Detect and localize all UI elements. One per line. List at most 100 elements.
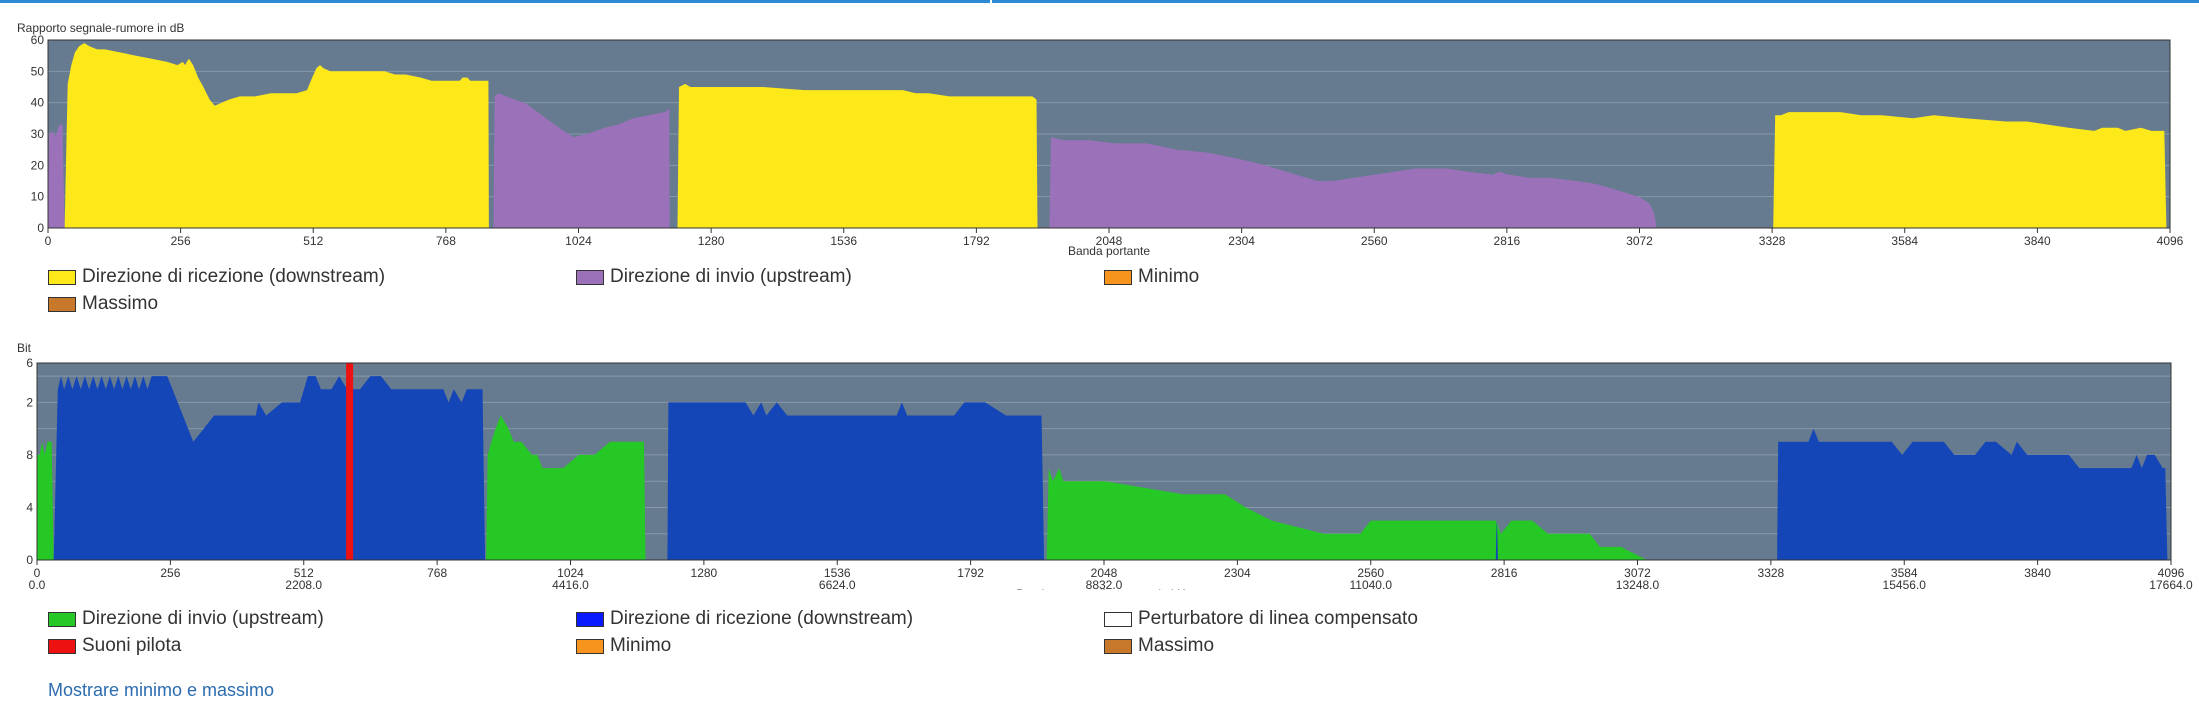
bits-x-tick-label: 2304 bbox=[1224, 566, 1251, 580]
legend-label: Minimo bbox=[610, 635, 672, 656]
legend-item-bits-downstream: Direzione di ricezione (downstream) bbox=[576, 608, 913, 630]
snr-y-tick-label: 60 bbox=[31, 33, 45, 47]
bits-pilot-tones bbox=[346, 363, 354, 560]
snr-y-tick-label: 20 bbox=[31, 158, 45, 172]
snr-x-tick-label: 4096 bbox=[2157, 234, 2184, 248]
snr-x-tick-label: 1536 bbox=[830, 234, 857, 248]
legend-item-bits-pilota: Suoni pilota bbox=[48, 635, 181, 657]
legend-label: Perturbatore di linea compensato bbox=[1138, 608, 1418, 629]
bits-y-tick-label: 6 bbox=[26, 356, 33, 370]
bits-series-b-area bbox=[1777, 428, 2168, 560]
snr-chart: Rapporto segnale-rumore in dB 0 10 20 30 40 5… bbox=[17, 21, 2184, 258]
bits-chart-title: Bit bbox=[17, 341, 32, 355]
legend-swatch bbox=[1104, 638, 1132, 654]
legend-swatch bbox=[1104, 611, 1132, 627]
legend-item-bits-compensato: Perturbatore di linea compensato bbox=[1104, 608, 1418, 630]
bits-series-b-area bbox=[667, 402, 1045, 560]
snr-x-tick-label: 1792 bbox=[963, 234, 990, 248]
bits-x-khz-label: 13248.0 bbox=[1616, 578, 1660, 590]
bits-x-khz-label: 15456.0 bbox=[1883, 578, 1927, 590]
bits-x-tick-label: 1280 bbox=[691, 566, 718, 580]
bits-x-tick-label: 3072 bbox=[1624, 566, 1651, 580]
snr-x-tick-label: 512 bbox=[303, 234, 323, 248]
show-min-max-link[interactable]: Mostrare minimo e massimo bbox=[48, 680, 275, 700]
legend-item-bits-minimo: Minimo bbox=[576, 635, 671, 657]
legend-item-bits-upstream: Direzione di invio (upstream) bbox=[48, 608, 324, 630]
bits-x-tick-label: 3840 bbox=[2024, 566, 2051, 580]
snr-x-axis: 0 256 512 768 1024 1280 1536 1792 2048 2304 2560 28… bbox=[45, 228, 2184, 248]
snr-series-a-area bbox=[64, 43, 489, 228]
legend-swatch bbox=[576, 269, 604, 285]
bits-x-tick-label: 1024 bbox=[557, 566, 584, 580]
snr-x-tick-label: 2560 bbox=[1361, 234, 1388, 248]
legend-swatch bbox=[1104, 269, 1132, 285]
snr-series-b-area bbox=[48, 124, 65, 228]
bits-x-tick-label: 3328 bbox=[1758, 566, 1785, 580]
bits-series-a-area bbox=[37, 441, 54, 560]
bits-x-tick-label: 1792 bbox=[957, 566, 984, 580]
bits-x-khz-label: 4416.0 bbox=[552, 578, 589, 590]
legend-swatch bbox=[576, 638, 604, 654]
bits-series-b-area bbox=[53, 376, 486, 560]
legend-item-snr-massimo: Massimo bbox=[48, 293, 158, 315]
legend-swatch bbox=[48, 638, 76, 654]
snr-y-tick-label: 30 bbox=[31, 127, 45, 141]
legend-label: Massimo bbox=[82, 293, 159, 314]
snr-series-b-area bbox=[493, 93, 670, 228]
snr-series-areas bbox=[48, 43, 2167, 229]
bits-x-khz-label: 6624.0 bbox=[819, 578, 856, 590]
snr-x-tick-label: 3840 bbox=[2024, 234, 2051, 248]
snr-x-tick-label: 2816 bbox=[1494, 234, 1521, 248]
snr-series-b-area bbox=[1049, 137, 1657, 228]
bits-x-axis-label: Banda portante/frequenza in kHz bbox=[1016, 587, 1191, 590]
bits-x-khz-label: 8832.0 bbox=[1086, 578, 1123, 590]
bits-x-tick-label: 3584 bbox=[1891, 566, 1918, 580]
bits-x-khz-label: 11040.0 bbox=[1350, 578, 1393, 590]
legend-item-bits-massimo: Massimo bbox=[1104, 635, 1214, 657]
bits-x-tick-label: 0 bbox=[34, 566, 41, 580]
legend-label: Massimo bbox=[1138, 635, 1215, 656]
legend-swatch bbox=[48, 611, 76, 627]
snr-y-tick-label: 0 bbox=[37, 221, 44, 235]
snr-x-tick-label: 0 bbox=[45, 234, 52, 248]
bits-x-tick-label: 1536 bbox=[824, 566, 851, 580]
bits-y-tick-label: 0 bbox=[26, 553, 33, 567]
snr-x-tick-label: 768 bbox=[436, 234, 456, 248]
legend-swatch bbox=[48, 269, 76, 285]
legend-swatch bbox=[48, 296, 76, 312]
bits-x-tick-label: 2048 bbox=[1091, 566, 1118, 580]
bits-series-a-area bbox=[486, 415, 646, 560]
bits-x-tick-label: 4096 bbox=[2158, 566, 2185, 580]
legend-item-snr-upstream: Direzione di invio (upstream) bbox=[576, 266, 852, 288]
legend-swatch bbox=[576, 611, 604, 627]
snr-x-axis-label: Banda portante bbox=[1068, 244, 1150, 258]
bits-x-khz-label: 17664.0 bbox=[2149, 578, 2193, 590]
snr-x-tick-label: 3328 bbox=[1759, 234, 1786, 248]
snr-x-tick-label: 2048 bbox=[1096, 234, 1123, 248]
snr-series-a-area bbox=[1773, 112, 2167, 228]
snr-y-tick-label: 10 bbox=[31, 190, 45, 204]
bits-x-tick-label: 256 bbox=[160, 566, 180, 580]
bits-y-tick-label: 2 bbox=[26, 395, 33, 409]
bits-series-b-area bbox=[1495, 520, 1498, 560]
snr-y-axis: 0 10 20 30 40 50 60 bbox=[31, 33, 45, 235]
pilot-tone-mark bbox=[346, 363, 354, 560]
snr-x-tick-label: 1280 bbox=[698, 234, 725, 248]
legend-label: Suoni pilota bbox=[82, 635, 182, 656]
bits-x-tick-label: 2816 bbox=[1491, 566, 1518, 580]
snr-x-tick-label: 2304 bbox=[1228, 234, 1255, 248]
bits-y-tick-label: 8 bbox=[26, 448, 33, 462]
snr-x-tick-label: 1024 bbox=[565, 234, 592, 248]
bits-chart: Bit 0 4 8 2 6 0 256 512 768 1024 1280 1536 1792 2048… bbox=[17, 341, 2193, 590]
snr-series-a-area bbox=[677, 83, 1038, 229]
bits-x-khz-label: 0.0 bbox=[29, 578, 46, 590]
bits-x-tick-label: 2560 bbox=[1357, 566, 1384, 580]
top-accent-bar bbox=[0, 0, 2199, 3]
legend-item-snr-downstream: Direzione di ricezione (downstream) bbox=[48, 266, 385, 288]
snr-y-tick-label: 50 bbox=[31, 64, 45, 78]
snr-chart-title: Rapporto segnale-rumore in dB bbox=[17, 21, 184, 35]
bits-x-khz-label: 2208.0 bbox=[285, 578, 322, 590]
snr-y-tick-label: 40 bbox=[31, 96, 45, 110]
legend-label: Direzione di invio (upstream) bbox=[610, 266, 852, 287]
bits-y-tick-label: 4 bbox=[26, 500, 33, 514]
